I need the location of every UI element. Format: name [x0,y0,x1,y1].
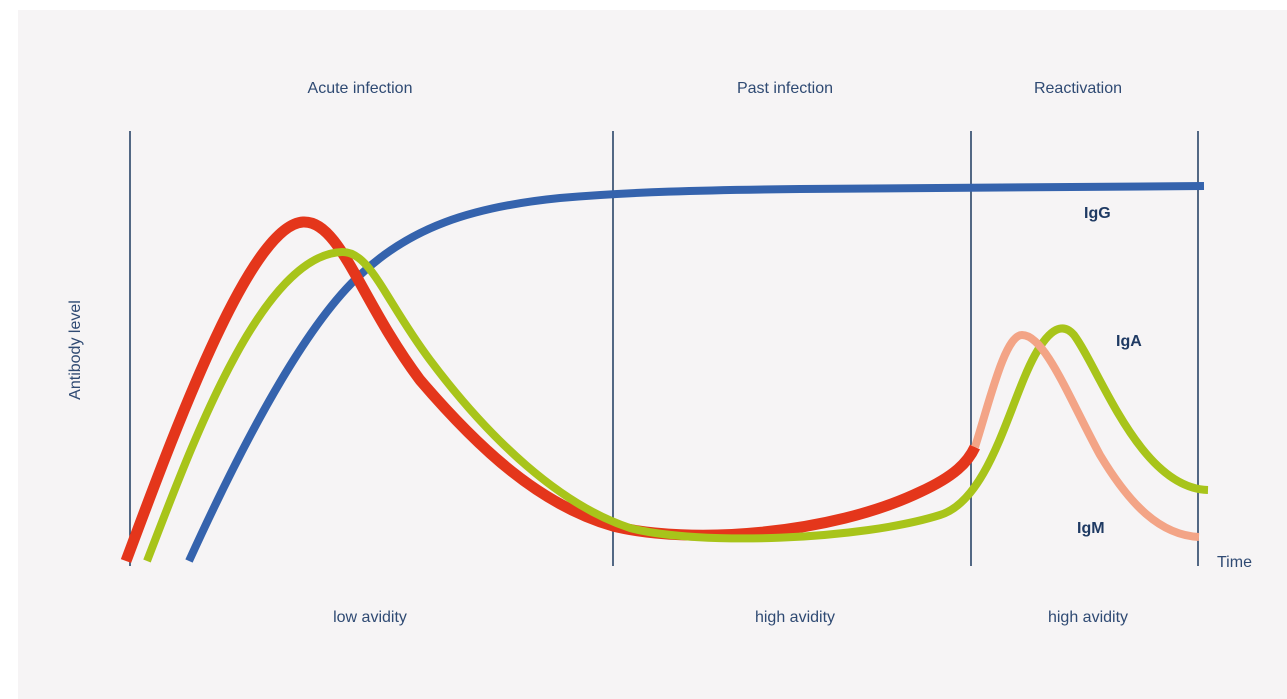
avidity-label-past: high avidity [755,609,835,626]
igm-curve-reactivation [971,330,1200,541]
diagram-background [18,10,1287,699]
igm-label: IgM [1077,520,1105,537]
phase-title-acute: Acute infection [308,80,413,97]
igm-curve-acute [120,216,980,563]
x-axis-label: Time [1217,554,1252,571]
phase-title-past: Past infection [737,80,833,97]
y-axis-label: Antibody level [67,300,84,400]
iga-label: IgA [1116,333,1142,350]
iga-curve [143,247,1209,563]
avidity-label-acute: low avidity [333,609,407,626]
igg-label: IgG [1084,205,1111,222]
igg-curve [185,182,1205,563]
avidity-label-reactivation: high avidity [1048,609,1128,626]
phase-title-reactivation: Reactivation [1034,80,1122,97]
